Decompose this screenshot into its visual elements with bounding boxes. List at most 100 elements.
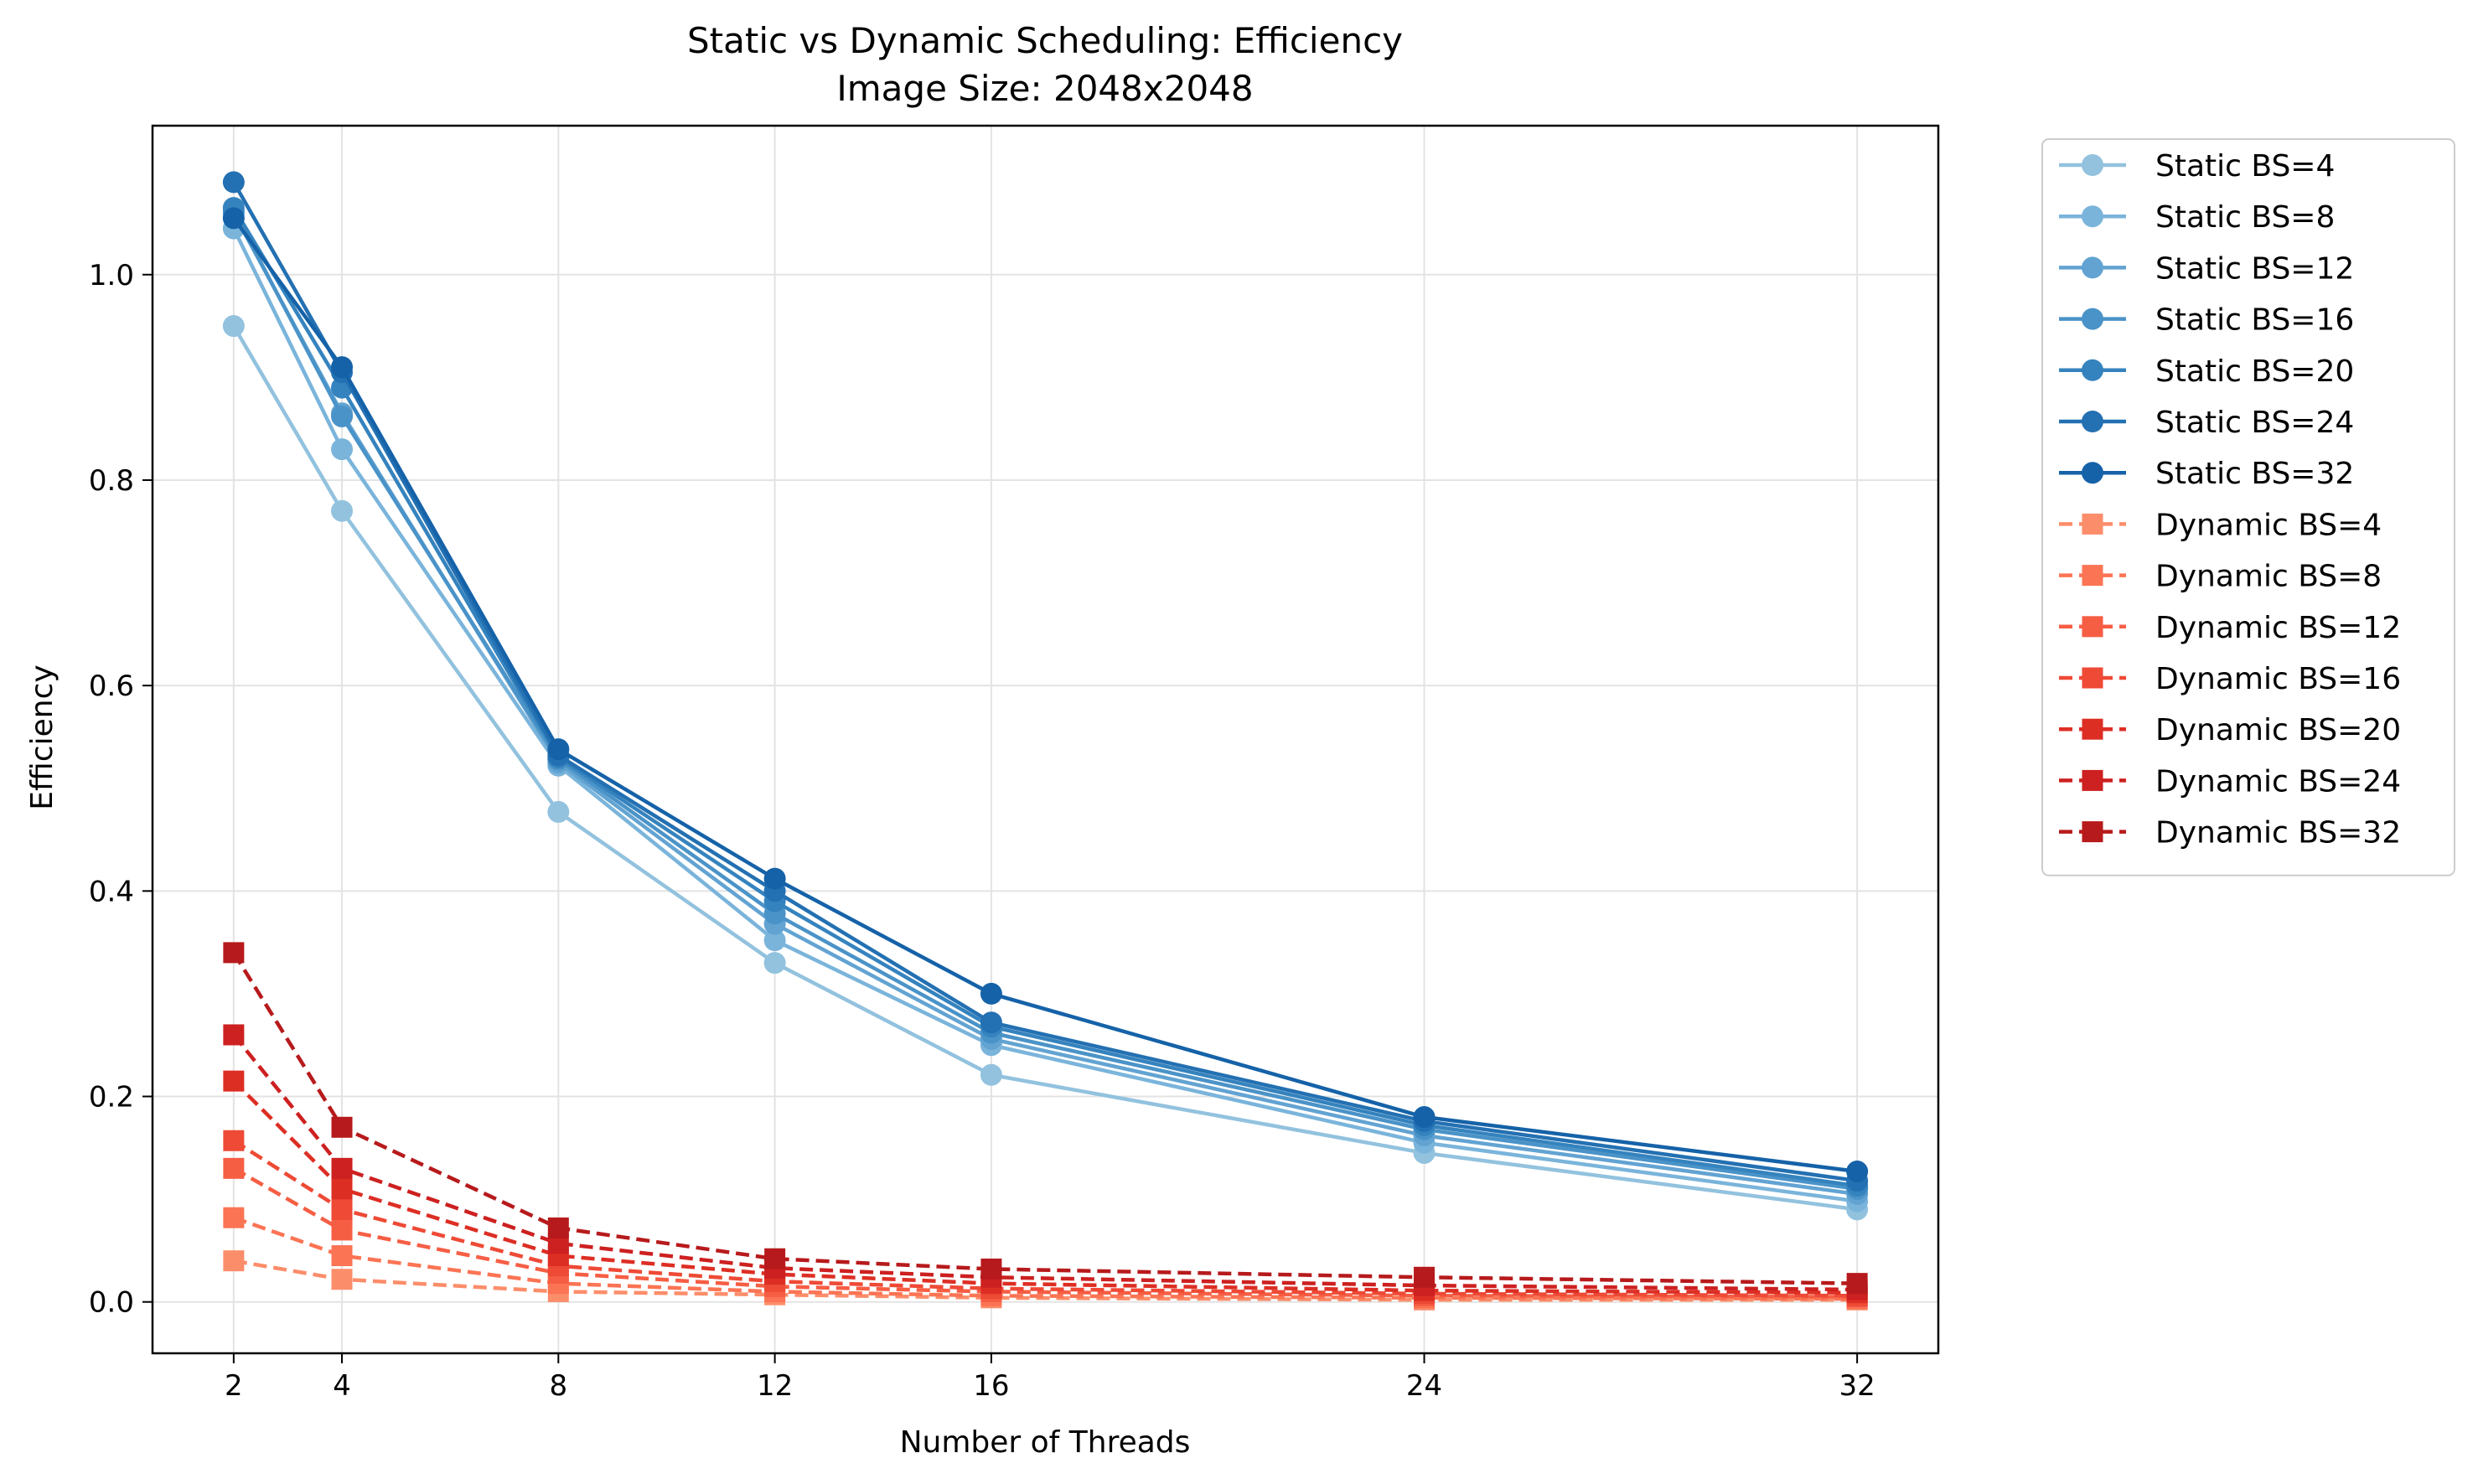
x-tick-label: 24: [1406, 1369, 1442, 1403]
legend-item: Dynamic BS=32: [2059, 816, 2401, 851]
series-layer: [222, 171, 1869, 1311]
data-point: [547, 1217, 569, 1238]
legend-item: Dynamic BS=20: [2059, 713, 2401, 747]
legend-item: Static BS=32: [2059, 457, 2354, 491]
legend-item: Static BS=12: [2059, 251, 2354, 286]
legend-label: Static BS=16: [2155, 303, 2354, 338]
legend-item: Dynamic BS=8: [2059, 560, 2382, 594]
legend-marker: [2082, 769, 2103, 791]
legend-item: Static BS=4: [2059, 149, 2335, 184]
legend-label: Dynamic BS=8: [2155, 560, 2382, 594]
data-point: [980, 1011, 1002, 1034]
data-point: [763, 952, 786, 975]
data-point: [980, 1063, 1002, 1086]
legend-label: Static BS=12: [2155, 251, 2354, 286]
legend-marker: [2082, 718, 2103, 740]
legend-label: Dynamic BS=32: [2155, 816, 2401, 851]
legend-marker: [2082, 462, 2103, 484]
data-point: [223, 1250, 245, 1272]
series-static-bs-32: [222, 207, 1869, 1183]
legend-marker: [2082, 616, 2103, 638]
legend-marker: [2082, 411, 2103, 432]
legend-label: Static BS=20: [2155, 354, 2354, 389]
legend-marker: [2082, 821, 2103, 843]
x-tick-label: 4: [333, 1369, 351, 1403]
plot-frame: [151, 124, 1940, 1355]
data-point: [980, 1258, 1002, 1280]
legend-marker: [2082, 667, 2103, 689]
data-point: [331, 1178, 353, 1200]
legend-label: Static BS=24: [2155, 406, 2354, 440]
data-point: [223, 1130, 245, 1151]
x-tick-label: 2: [225, 1369, 243, 1403]
legend-label: Static BS=4: [2155, 149, 2335, 184]
x-axis-label: Number of Threads: [900, 1425, 1191, 1460]
series-dynamic-bs-32: [223, 942, 1868, 1295]
legend-item: Static BS=24: [2059, 406, 2354, 440]
legend-item: Dynamic BS=16: [2059, 662, 2401, 696]
chart-subtitle: Image Size: 2048x2048: [836, 68, 1253, 109]
legend: Static BS=4 Static BS=8 Static BS=12 Static…: [2041, 138, 2455, 876]
data-point: [1413, 1106, 1436, 1129]
legend-marker: [2082, 308, 2103, 330]
data-point: [223, 1207, 245, 1228]
data-point: [222, 171, 245, 194]
legend-item: Dynamic BS=4: [2059, 508, 2382, 542]
legend-item: Dynamic BS=12: [2059, 611, 2401, 645]
legend-item: Dynamic BS=24: [2059, 764, 2401, 799]
y-tick-label: 0.6: [89, 670, 134, 703]
data-point: [764, 1248, 786, 1269]
axis-layer: 2 4 8 12 16 24 320.00.20.40.60.81.0: [89, 259, 1875, 1403]
data-point: [331, 1245, 353, 1267]
data-point: [1846, 1273, 1868, 1295]
legend-item: Static BS=16: [2059, 303, 2354, 338]
data-point: [223, 1070, 245, 1092]
legend-marker: [2082, 565, 2103, 587]
legend-label: Dynamic BS=20: [2155, 713, 2401, 747]
data-point: [1414, 1266, 1436, 1288]
data-point: [223, 942, 245, 964]
x-tick-label: 16: [973, 1369, 1009, 1403]
y-tick-label: 0.8: [89, 464, 134, 498]
legend-marker: [2082, 359, 2103, 381]
y-tick-label: 0.4: [89, 875, 134, 908]
data-point: [331, 1269, 353, 1290]
data-point: [331, 499, 354, 522]
data-point: [763, 929, 786, 952]
legend-marker: [2082, 513, 2103, 535]
data-point: [222, 207, 245, 230]
legend-label: Static BS=8: [2155, 200, 2335, 235]
legend-marker: [2082, 205, 2103, 228]
data-point: [331, 1157, 353, 1179]
chart-title: Static vs Dynamic Scheduling: Efficiency: [687, 20, 1403, 61]
data-point: [331, 1219, 353, 1241]
y-axis-label: Efficiency: [25, 664, 59, 809]
data-point: [331, 1198, 353, 1220]
x-tick-label: 8: [549, 1369, 567, 1403]
data-point: [1846, 1161, 1869, 1183]
data-point: [222, 315, 245, 338]
data-point: [223, 1024, 245, 1046]
data-point: [547, 738, 570, 761]
legend-item: Static BS=20: [2059, 354, 2354, 389]
x-tick-label: 12: [757, 1369, 793, 1403]
legend-box: [2041, 138, 2455, 876]
data-point: [331, 356, 354, 379]
data-point: [331, 438, 354, 461]
data-point: [331, 405, 354, 427]
legend-item: Static BS=8: [2059, 200, 2335, 235]
data-point: [980, 982, 1002, 1005]
x-tick-label: 32: [1839, 1369, 1875, 1403]
legend-label: Dynamic BS=16: [2155, 662, 2401, 696]
data-point: [547, 800, 570, 823]
legend-label: Dynamic BS=24: [2155, 764, 2401, 799]
data-point: [331, 1116, 353, 1138]
data-point: [763, 867, 786, 890]
legend-label: Dynamic BS=4: [2155, 508, 2382, 542]
y-tick-label: 0.2: [89, 1081, 134, 1114]
legend-label: Static BS=32: [2155, 457, 2354, 491]
y-tick-label: 1.0: [89, 259, 134, 292]
legend-marker: [2082, 154, 2103, 176]
